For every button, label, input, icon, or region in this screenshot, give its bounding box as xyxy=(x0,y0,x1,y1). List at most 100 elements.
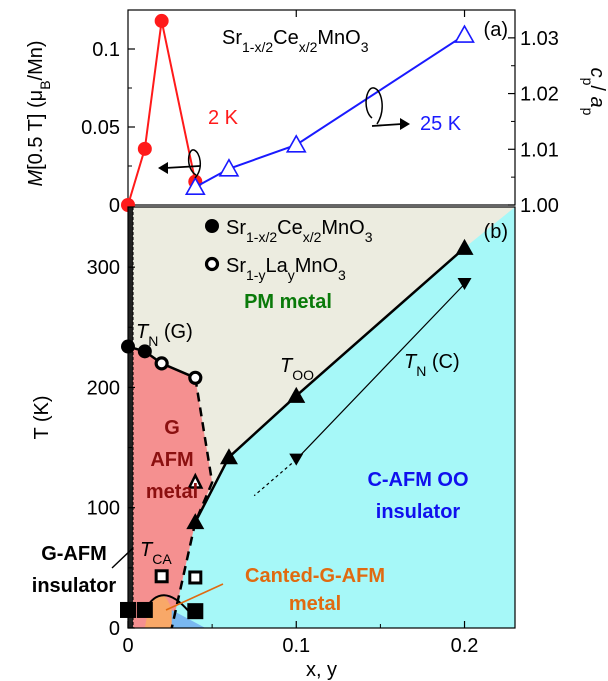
x-tick-label: 0.2 xyxy=(451,635,479,657)
arrow-left-shaft xyxy=(164,165,201,169)
series-line-0 xyxy=(127,20,197,206)
curl-arrow-25k xyxy=(365,87,383,125)
panel-a: 0 0.05 0.1 1.00 1.01 1.02 1.03 M[0.5 T] (μB/Mn)… xyxy=(25,9,608,217)
region-label-c-afm: insulator xyxy=(376,501,461,523)
y-axis-label: T (K) xyxy=(31,395,53,439)
legend-label-la-part: 1-y xyxy=(246,267,265,283)
data-point-1 xyxy=(285,134,307,153)
region-c-afm-oo-insulator xyxy=(171,207,515,628)
region-label-canted: Canted-G-AFM xyxy=(245,565,385,587)
panel-a-left-axis-label: M[0.5 T] (μB/Mn) xyxy=(25,40,53,186)
right-tick-label: 1.00 xyxy=(520,195,559,217)
series-label-25k: 25 K xyxy=(420,113,462,135)
legend-label-ce-part: 1-x/2 xyxy=(246,229,277,245)
region-g-afm-metal xyxy=(133,346,213,628)
data-point-0 xyxy=(137,344,152,359)
legend-label-la-part: La xyxy=(265,255,288,277)
panel-a-right-axis-label: cp/ ap xyxy=(580,68,608,116)
panel-a-right-axis-label-part: c xyxy=(586,68,608,78)
legend-marker-ce xyxy=(205,219,219,233)
annotation-tca: TCA xyxy=(140,539,172,567)
panel-b-frame xyxy=(127,206,516,629)
legend-label-la: Sr1-yLayMnO3 xyxy=(226,255,346,283)
panel-a-title-part: MnO xyxy=(317,27,360,49)
y-tick-label: 100 xyxy=(87,498,120,520)
panel-b-label: (b) xyxy=(484,221,508,243)
right-tick-label: 1.02 xyxy=(520,84,559,106)
data-point-5 xyxy=(120,601,136,618)
legend-marker-la xyxy=(204,256,220,272)
annotation-too-part: T xyxy=(280,355,294,377)
region-label-g-afm-insulator: G-AFM xyxy=(41,543,107,565)
panel-a-right-axis-label-part: a xyxy=(586,97,608,108)
data-point-3 xyxy=(187,472,204,489)
panel-a-right-axis-label-part: p xyxy=(580,108,596,116)
data-point-2 xyxy=(186,513,205,530)
data-point-1 xyxy=(218,158,240,177)
leader-g-afm-insulator xyxy=(111,547,134,569)
legend-label-la-part: 3 xyxy=(338,267,346,283)
data-point-1 xyxy=(188,370,203,385)
annotation-tn-c: TN (C) xyxy=(404,351,460,379)
data-point-4 xyxy=(289,453,304,466)
data-point-2 xyxy=(455,238,474,255)
panel-a-title: Sr1-x/2Cex/2MnO3 xyxy=(222,27,369,55)
y-tick-label: 200 xyxy=(87,377,120,399)
arrow-right-shaft xyxy=(371,123,403,127)
panel-a-title-part: Ce xyxy=(273,27,299,49)
panel-a-title-part: Sr xyxy=(222,27,242,49)
region-label-g-afm-metal: G xyxy=(164,417,180,439)
data-point-0 xyxy=(137,141,152,156)
legend-label-la-part: MnO xyxy=(295,255,338,277)
annotation-tn-g: TN (G) xyxy=(136,321,193,349)
series-label-2k: 2 K xyxy=(208,107,239,129)
region-label-canted: metal xyxy=(289,593,341,615)
panel-a-right-axis-label-part: / xyxy=(586,85,608,96)
right-tick-label: 1.03 xyxy=(520,28,559,50)
annotation-tn-g-part: N xyxy=(148,333,158,349)
panel-a-title-part: 3 xyxy=(361,39,369,55)
annotation-tn-c-part: N xyxy=(416,363,426,379)
region-canted-g-afm-metal xyxy=(144,594,172,628)
region-g-afm-insulator xyxy=(128,207,134,628)
annotation-too: TOO xyxy=(280,355,314,383)
data-point-1 xyxy=(154,356,169,371)
arrow-right-head xyxy=(400,118,410,130)
panel-a-title-part: x/2 xyxy=(299,39,318,55)
panel-a-left-axis-label-part: [0.5 T] (μ xyxy=(25,90,47,170)
left-tick-label: 0 xyxy=(109,195,120,217)
annotation-too-part: OO xyxy=(292,367,314,383)
panel-b: 0 100 200 300 0 0.1 0.2 x, y T (K) (b) Sr1-x/2Cex/… xyxy=(31,206,516,681)
x-tick-label: 0.1 xyxy=(282,635,310,657)
data-point-4 xyxy=(457,277,472,290)
panel-a-right-axis-label-part: p xyxy=(580,78,596,86)
arrow-left-head xyxy=(158,162,168,174)
panel-a-title-part: 1-x/2 xyxy=(242,39,273,55)
legend-label-ce-part: x/2 xyxy=(303,229,322,245)
x-axis-label: x, y xyxy=(306,659,337,681)
legend-label-ce-part: MnO xyxy=(321,217,364,239)
data-point-1 xyxy=(184,176,206,195)
boundary-c-lower xyxy=(170,521,197,629)
boundary-too xyxy=(194,246,466,523)
legend-label-la-part: y xyxy=(288,267,295,283)
region-label-c-afm: C-AFM OO xyxy=(367,469,468,491)
boundary-g-metal-right xyxy=(194,377,214,523)
right-tick-label: 1.01 xyxy=(520,139,559,161)
data-point-6 xyxy=(154,569,169,584)
data-point-5 xyxy=(187,603,204,620)
data-point-1 xyxy=(454,24,475,43)
panel-a-left-axis-label-part: /Mn) xyxy=(25,40,47,80)
annotation-tn-c-part: T xyxy=(404,351,418,373)
x-tick-label: 0 xyxy=(122,635,133,657)
annotation-tca-part: T xyxy=(140,539,154,561)
annotation-tn-c-part: (C) xyxy=(426,351,459,373)
annotation-tn-g-part: T xyxy=(136,321,150,343)
panel-a-label: (a) xyxy=(484,19,508,41)
data-point-2 xyxy=(219,448,238,465)
region-label-g-afm-metal: AFM xyxy=(150,449,193,471)
data-point-6 xyxy=(188,570,203,585)
annotation-tca-part: CA xyxy=(152,551,172,567)
left-tick-label: 0.1 xyxy=(92,39,120,61)
